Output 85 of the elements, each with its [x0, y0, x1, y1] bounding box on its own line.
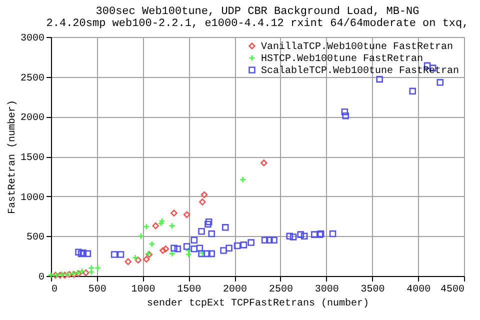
point [341, 108, 348, 116]
point [132, 254, 139, 262]
point [196, 244, 204, 252]
point [75, 248, 82, 256]
point [168, 222, 176, 230]
point [94, 264, 102, 272]
point [270, 236, 278, 244]
point [297, 231, 304, 238]
x-tick-label: 3500 [360, 284, 385, 296]
point [376, 76, 383, 83]
point [436, 79, 444, 86]
point [204, 250, 210, 258]
point [88, 264, 95, 272]
y-tick-label: 1500 [20, 153, 44, 164]
point [143, 256, 150, 263]
point [110, 251, 118, 258]
x-tick-label: 1500 [177, 284, 202, 296]
y-tick-label: 3000 [20, 34, 44, 44]
x-tick-label: 2500 [268, 284, 293, 296]
x-tick-label: 3000 [314, 284, 339, 296]
point [84, 250, 92, 258]
point [260, 159, 268, 166]
x-tick-label: 2000 [223, 284, 248, 296]
point [143, 223, 150, 230]
y-tick-label: 1000 [20, 192, 44, 204]
point [300, 232, 308, 240]
point [117, 251, 124, 258]
point [61, 272, 68, 279]
point [205, 218, 212, 226]
y-tick-label: 2000 [20, 113, 44, 124]
point [240, 242, 248, 248]
point [286, 232, 294, 240]
point [138, 232, 144, 240]
point [190, 236, 198, 244]
x-tick-label: 0 [52, 284, 58, 296]
point [239, 176, 246, 183]
y-axis-title: FastRetran (number) [6, 100, 18, 214]
chart-title: 300sec Web100tune, UDP CBR Background Load, MB-NG [96, 6, 420, 18]
point [170, 244, 178, 252]
point [148, 240, 156, 248]
point [208, 250, 215, 258]
point [409, 88, 416, 95]
point [198, 228, 205, 235]
point [174, 246, 182, 252]
point [226, 244, 232, 252]
point [134, 256, 142, 264]
x-tick-label: 4500 [440, 284, 464, 296]
point [200, 191, 208, 198]
point [88, 268, 95, 276]
point [82, 269, 90, 276]
point [152, 222, 160, 230]
point [190, 246, 198, 252]
x-tick-label: 500 [88, 284, 106, 296]
chart-subtitle: 2.4.20smp web100-2.2.1, e1000-4.4.12 rxint 64/64moderate on txq, [46, 18, 469, 30]
point [311, 231, 318, 238]
point [78, 250, 85, 258]
point [185, 251, 192, 258]
point [183, 243, 190, 250]
point [329, 230, 336, 238]
point [199, 198, 206, 206]
point [234, 242, 241, 250]
point [183, 211, 190, 218]
legend-label: HSTCP.Web100tune FastRetran [261, 53, 424, 65]
point [204, 220, 212, 228]
point [290, 234, 297, 240]
point [160, 247, 166, 254]
y-tick-label: 0 [38, 272, 44, 284]
point [342, 112, 349, 120]
point [124, 258, 132, 266]
point [78, 268, 86, 275]
legend-label: ScalableTCP.Web100tune FastRetran [261, 65, 460, 77]
x-tick-label: 1000 [131, 284, 156, 296]
point [220, 247, 227, 254]
point [170, 210, 178, 216]
point [208, 230, 215, 238]
y-tick-label: 500 [26, 232, 44, 244]
point [248, 239, 254, 246]
x-tick-label: 4000 [406, 284, 431, 296]
x-axis-title: sender tcpExt TCPFastRetrans (number) [146, 298, 370, 310]
point [162, 246, 170, 252]
point [222, 224, 229, 231]
legend-label: VanillaTCP.Web100tune FastRetran [261, 41, 454, 53]
y-tick-label: 2500 [20, 73, 44, 84]
point [261, 236, 268, 244]
point [64, 271, 71, 278]
